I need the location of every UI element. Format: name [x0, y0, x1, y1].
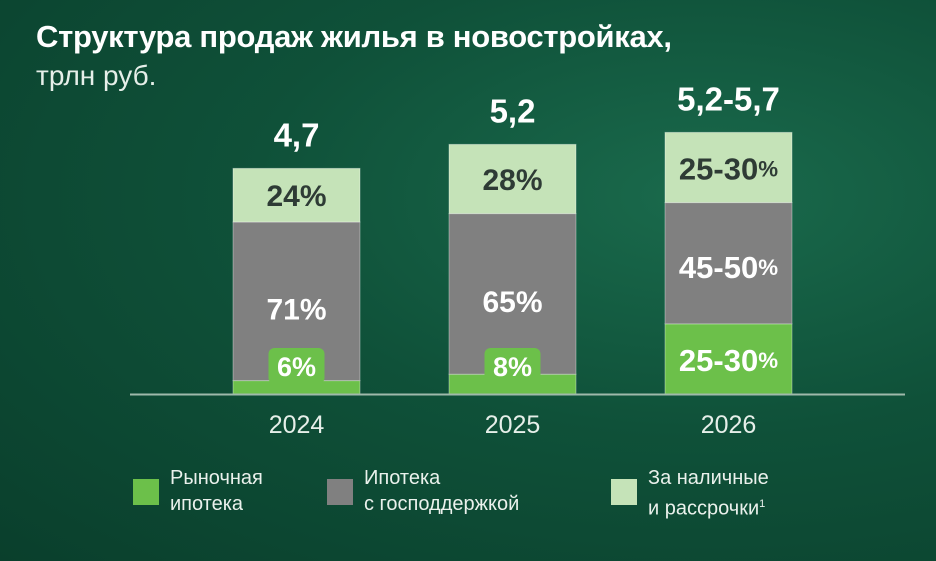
legend-line: Ипотека [364, 467, 441, 489]
legend-swatch-state-mortgage [327, 479, 353, 505]
legend-line: с господдержкой [364, 493, 520, 515]
segment-label: 28% [482, 163, 542, 196]
legend-label-market-mortgage: Рыночная ипотека [170, 465, 263, 517]
x-tick-label: 2024 [269, 411, 325, 439]
legend-line-text: и рассрочки [648, 497, 760, 520]
legend-label-cash-installments: За наличные и рассрочки1 [648, 465, 769, 522]
bar-segment [664, 202, 793, 325]
label-badge [268, 348, 325, 384]
total-label: 4,7 [274, 116, 320, 153]
segment-label: 6% [277, 352, 316, 382]
legend-item-state-mortgage: Ипотека с господдержкой [327, 465, 519, 517]
chart-subtitle: трлн руб. [36, 60, 157, 91]
legend-swatch-market-mortgage [133, 479, 159, 505]
bar-segment [448, 213, 577, 375]
segment-label: 25-30% [679, 342, 778, 377]
label-badge [484, 348, 541, 384]
total-label: 5,2 [490, 92, 536, 129]
legend-item-market-mortgage: Рыночная ипотека [133, 465, 263, 517]
x-tick-label: 2025 [485, 411, 541, 439]
legend-line: Рыночная [170, 467, 263, 489]
segment-label: 71% [266, 293, 326, 326]
bar-segment [664, 323, 793, 395]
legend-label-state-mortgage: Ипотека с господдержкой [364, 465, 519, 517]
x-tick-label: 2026 [701, 411, 757, 439]
legend-line: и рассрочки1 [648, 491, 769, 522]
segment-label: 8% [493, 352, 532, 382]
segment-label: 25-30% [679, 151, 778, 186]
bar-segment [448, 143, 577, 215]
legend-swatch-cash-installments [611, 479, 637, 505]
chart-title: Структура продаж жилья в новостройках, [36, 19, 672, 54]
legend-line: ипотека [170, 493, 244, 515]
bar-segment [664, 131, 793, 204]
segment-label: 65% [482, 285, 542, 318]
legend-item-cash-installments: За наличные и рассрочки1 [611, 465, 769, 522]
footnote-marker: 1 [759, 498, 766, 510]
legend-line: За наличные [648, 467, 769, 489]
segment-label: 45-50% [679, 250, 778, 285]
total-label: 5,2-5,7 [677, 80, 780, 117]
segment-label: 24% [266, 180, 326, 213]
bar-segment [232, 167, 361, 223]
